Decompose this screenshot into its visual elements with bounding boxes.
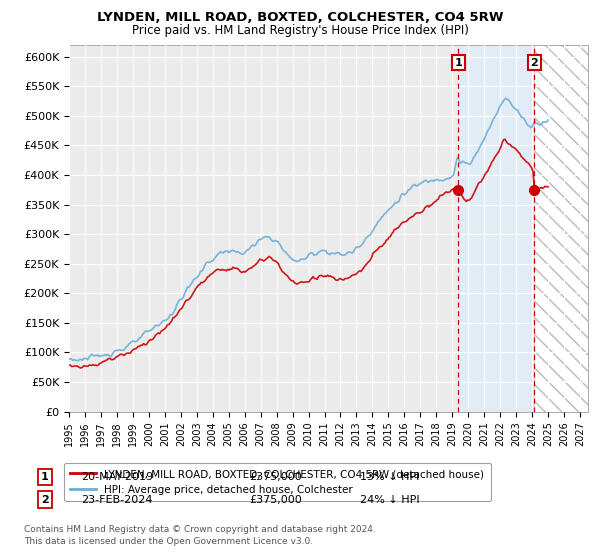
Text: LYNDEN, MILL ROAD, BOXTED, COLCHESTER, CO4 5RW: LYNDEN, MILL ROAD, BOXTED, COLCHESTER, C…: [97, 11, 503, 24]
Bar: [535, 45, 588, 412]
Text: 2: 2: [41, 494, 49, 505]
Bar: [458, 45, 535, 412]
Text: 20-MAY-2019: 20-MAY-2019: [81, 472, 153, 482]
Text: 23-FEB-2024: 23-FEB-2024: [81, 494, 152, 505]
Bar: [535, 45, 588, 412]
Text: 24% ↓ HPI: 24% ↓ HPI: [360, 494, 419, 505]
Text: Contains HM Land Registry data © Crown copyright and database right 2024.
This d: Contains HM Land Registry data © Crown c…: [24, 525, 376, 546]
Text: £375,000: £375,000: [249, 494, 302, 505]
Text: 13% ↓ HPI: 13% ↓ HPI: [360, 472, 419, 482]
Text: 1: 1: [454, 58, 462, 68]
Text: 2: 2: [530, 58, 538, 68]
Text: Price paid vs. HM Land Registry's House Price Index (HPI): Price paid vs. HM Land Registry's House …: [131, 24, 469, 36]
Text: £375,000: £375,000: [249, 472, 302, 482]
Legend: LYNDEN, MILL ROAD, BOXTED, COLCHESTER, CO4 5RW (detached house), HPI: Average pr: LYNDEN, MILL ROAD, BOXTED, COLCHESTER, C…: [64, 463, 491, 501]
Text: 1: 1: [41, 472, 49, 482]
